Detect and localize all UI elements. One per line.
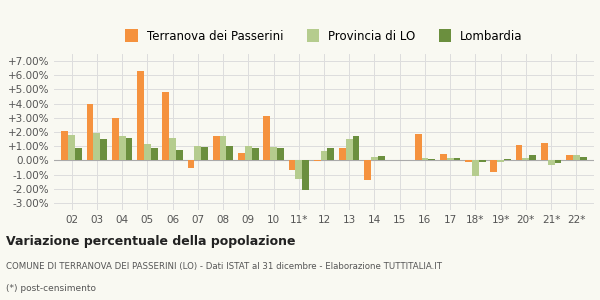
Bar: [346, 139, 353, 161]
Bar: [169, 138, 176, 161]
Bar: [213, 136, 220, 160]
Bar: [220, 136, 226, 161]
Bar: [454, 158, 460, 160]
Bar: [68, 135, 75, 161]
Bar: [238, 153, 245, 160]
Bar: [472, 160, 479, 176]
Text: (*) post-censimento: (*) post-censimento: [6, 284, 96, 293]
Bar: [61, 130, 68, 160]
Bar: [490, 160, 497, 172]
Bar: [554, 160, 562, 163]
Bar: [137, 71, 144, 160]
Bar: [353, 136, 359, 160]
Bar: [194, 146, 201, 160]
Legend: Terranova dei Passerini, Provincia di LO, Lombardia: Terranova dei Passerini, Provincia di LO…: [121, 26, 527, 48]
Bar: [100, 139, 107, 161]
Bar: [112, 118, 119, 160]
Bar: [529, 155, 536, 160]
Bar: [440, 154, 447, 160]
Bar: [548, 160, 554, 165]
Bar: [163, 92, 169, 160]
Bar: [580, 157, 587, 160]
Bar: [86, 103, 94, 160]
Bar: [144, 144, 151, 160]
Bar: [94, 133, 100, 160]
Bar: [422, 158, 428, 160]
Bar: [295, 160, 302, 179]
Bar: [328, 148, 334, 160]
Bar: [289, 160, 295, 169]
Bar: [497, 160, 504, 163]
Bar: [364, 160, 371, 179]
Bar: [302, 160, 309, 190]
Bar: [245, 146, 252, 160]
Bar: [263, 116, 270, 160]
Bar: [523, 158, 529, 160]
Bar: [573, 155, 580, 160]
Bar: [339, 148, 346, 160]
Bar: [151, 148, 158, 160]
Bar: [479, 160, 485, 162]
Bar: [176, 150, 183, 161]
Bar: [320, 151, 328, 160]
Bar: [314, 160, 320, 161]
Bar: [428, 159, 435, 160]
Bar: [188, 160, 194, 168]
Bar: [75, 148, 82, 160]
Bar: [119, 136, 125, 160]
Bar: [277, 148, 284, 160]
Bar: [465, 160, 472, 162]
Text: Variazione percentuale della popolazione: Variazione percentuale della popolazione: [6, 235, 296, 248]
Bar: [541, 142, 548, 160]
Bar: [403, 160, 410, 161]
Bar: [447, 158, 454, 160]
Bar: [504, 159, 511, 160]
Text: COMUNE DI TERRANOVA DEI PASSERINI (LO) - Dati ISTAT al 31 dicembre - Elaborazion: COMUNE DI TERRANOVA DEI PASSERINI (LO) -…: [6, 262, 442, 271]
Bar: [270, 147, 277, 160]
Bar: [226, 146, 233, 160]
Bar: [201, 147, 208, 160]
Bar: [378, 156, 385, 160]
Bar: [566, 155, 573, 161]
Bar: [125, 138, 133, 161]
Bar: [371, 157, 378, 160]
Bar: [515, 145, 523, 161]
Bar: [415, 134, 422, 160]
Bar: [252, 148, 259, 160]
